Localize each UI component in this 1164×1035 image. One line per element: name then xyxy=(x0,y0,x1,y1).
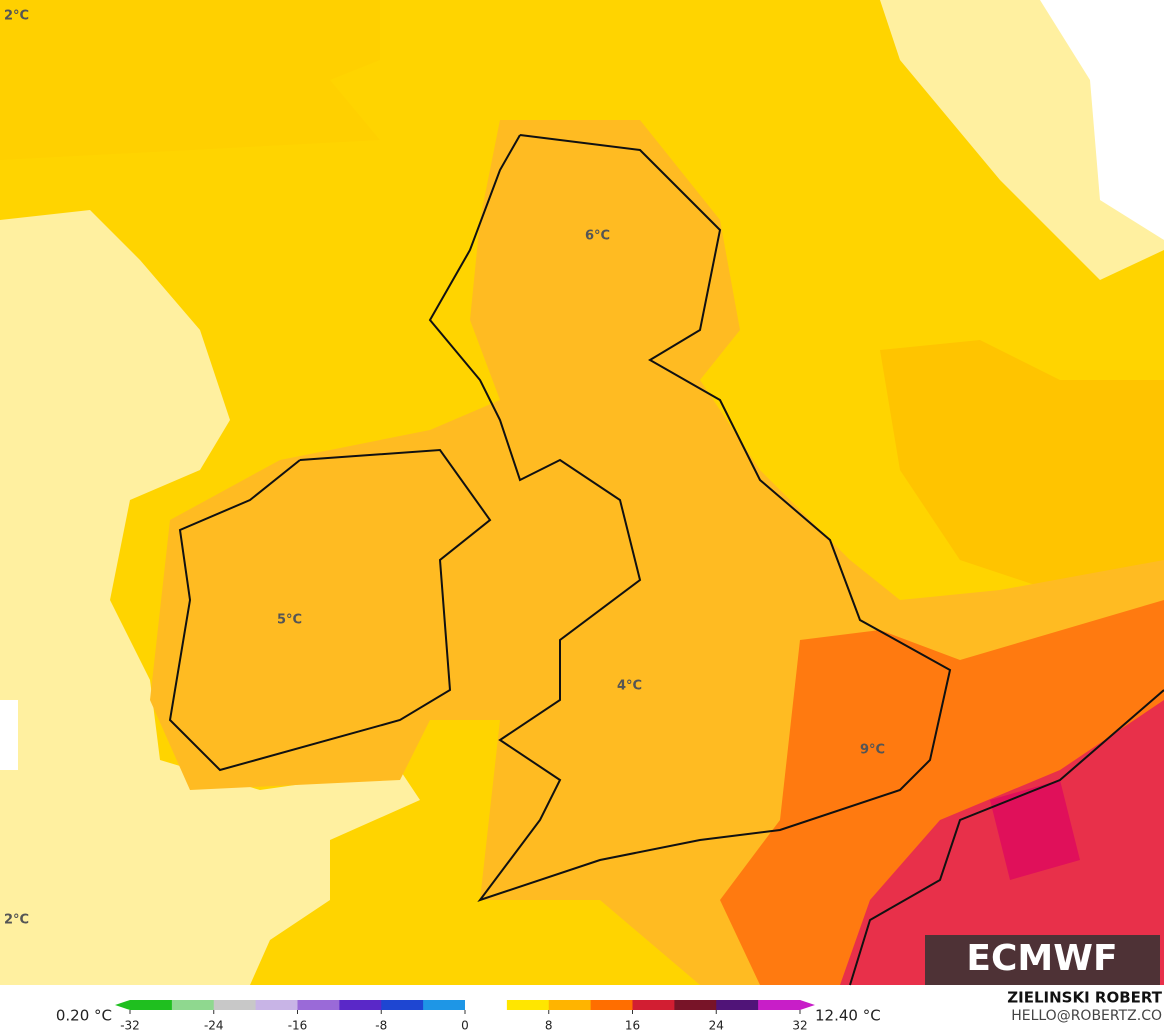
colorbar-segment xyxy=(465,1000,508,1010)
colorbar-segment xyxy=(548,1000,592,1010)
colorbar-min-label: 0.20 °C xyxy=(56,1007,112,1025)
colorbar-segment xyxy=(297,1000,340,1010)
colorbar-tick-label: 24 xyxy=(709,1019,724,1033)
colorbar-arrow xyxy=(115,1000,130,1010)
colorbar-segment xyxy=(590,1000,633,1010)
coastline-great-britain xyxy=(428,134,952,902)
corner-label: 2°C xyxy=(4,9,29,24)
coastline-ireland xyxy=(168,448,492,772)
colorbar-tick-label: 16 xyxy=(625,1019,640,1033)
colorbar: 0.20 °C 12.40 °C -32 -24 -16 -8 0 8 16 24 32 xyxy=(56,1000,881,1033)
pale-region xyxy=(0,210,420,985)
colorbar-segment xyxy=(506,1000,550,1010)
temperature-label: 5°C xyxy=(277,613,302,628)
coastline-continent xyxy=(849,689,1164,986)
corner-label: 2°C xyxy=(4,913,29,928)
colorbar-tick-label: -8 xyxy=(375,1019,387,1033)
warm-region xyxy=(880,340,1164,600)
colorbar-segment xyxy=(381,1000,424,1010)
colorbar-segment xyxy=(674,1000,717,1010)
temperature-label: 9°C xyxy=(860,743,885,758)
colorbar-tick-label: 0 xyxy=(461,1019,469,1033)
field-region xyxy=(0,0,380,160)
colorbar-tick-label: -24 xyxy=(204,1019,224,1033)
logo-box xyxy=(925,935,1160,985)
colorbar-tick-label: 32 xyxy=(792,1019,807,1033)
logo: ECMWF xyxy=(966,938,1117,979)
colorbar-max-label: 12.40 °C xyxy=(815,1007,881,1025)
map: ECMWF 2°C 2°C 6°C 5°C 4°C 9°C xyxy=(0,0,1164,986)
very-hot-region xyxy=(990,780,1080,880)
contact: HELLO@ROBERTZ.CO xyxy=(1011,1008,1162,1024)
colorbar-segment xyxy=(758,1000,801,1010)
temperature-label: 6°C xyxy=(585,229,610,244)
colorbar-segment xyxy=(171,1000,215,1010)
white-region xyxy=(1040,0,1164,240)
colorbar-segment xyxy=(716,1000,759,1010)
author: ZIELINSKI ROBERT xyxy=(1007,989,1162,1007)
colorbar-arrow xyxy=(800,1000,815,1010)
colorbar-segment xyxy=(339,1000,382,1010)
temperature-label: 4°C xyxy=(617,679,642,694)
white-region xyxy=(0,700,18,770)
colorbar-tick-label: 8 xyxy=(545,1019,553,1033)
colorbar-tick-label: -16 xyxy=(288,1019,308,1033)
colorbar-segment xyxy=(632,1000,675,1010)
colorbar-segment xyxy=(130,1000,173,1010)
colorbar-segment xyxy=(255,1000,298,1010)
colorbar-segment xyxy=(423,1000,466,1010)
colorbar-tick-label: -32 xyxy=(120,1019,140,1033)
colorbar-segment xyxy=(213,1000,257,1010)
